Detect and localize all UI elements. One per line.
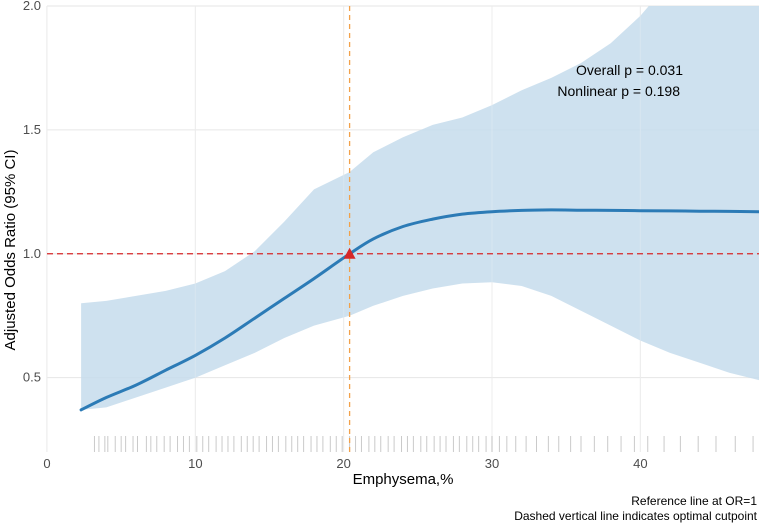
- y-tick-label: 1.0: [23, 246, 41, 261]
- x-tick-label: 10: [188, 456, 202, 471]
- y-tick-label: 2.0: [23, 0, 41, 13]
- caption-cutpoint: Dashed vertical line indicates optimal c…: [514, 509, 757, 523]
- x-axis-title: Emphysema,%: [353, 471, 454, 488]
- x-tick-label: 20: [336, 456, 350, 471]
- cutpoint-marker: [343, 247, 356, 259]
- ticks: 0 10 20 30 40 0.5 1.0 1.5 2.0: [23, 0, 648, 471]
- x-tick-label: 30: [485, 456, 499, 471]
- annotation-overall-p: Overall p = 0.031: [576, 62, 683, 78]
- y-tick-label: 1.5: [23, 122, 41, 137]
- annotation-nonlinear-p: Nonlinear p = 0.198: [557, 83, 680, 99]
- plot-area: [47, 6, 759, 452]
- or-curve: [79, 208, 759, 412]
- x-tick-label: 0: [43, 456, 50, 471]
- confidence-band: [81, 6, 759, 410]
- y-tick-label: 0.5: [23, 370, 41, 385]
- x-tick-label: 40: [633, 456, 647, 471]
- caption-reference-line: Reference line at OR=1: [631, 494, 757, 508]
- y-axis-title: Adjusted Odds Ratio (95% CI): [2, 150, 19, 351]
